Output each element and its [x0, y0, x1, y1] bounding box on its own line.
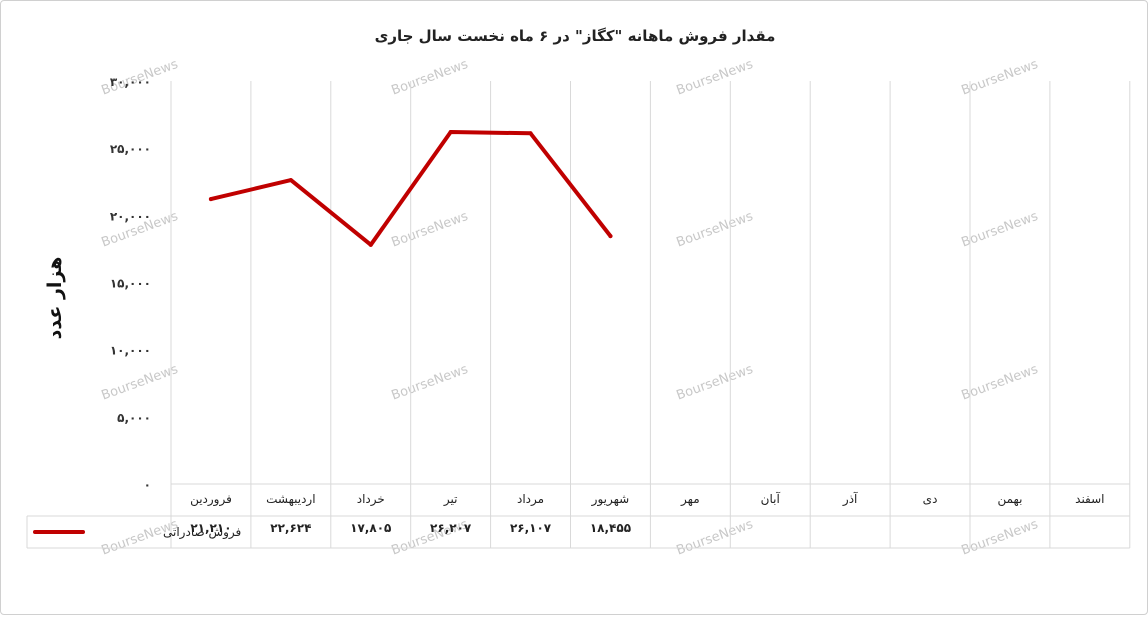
watermark-text: BourseNews	[674, 362, 755, 404]
y-tick-label: ۱۵,۰۰۰	[110, 277, 151, 291]
watermark-text: BourseNews	[389, 362, 470, 404]
watermark-text: BourseNews	[389, 209, 470, 251]
data-point	[288, 178, 293, 183]
x-tick-label: مهر	[680, 492, 700, 507]
x-tick-label: مرداد	[517, 492, 544, 507]
watermark-text: BourseNews	[674, 57, 755, 99]
data-label: ۱۷,۸۰۵	[350, 521, 391, 535]
watermark-text: BourseNews	[99, 362, 180, 404]
x-tick-label: اسفند	[1075, 492, 1104, 506]
y-axis-label: هزار عدد	[44, 257, 66, 340]
y-tick-label: ۰	[144, 478, 151, 492]
data-label: ۲۲,۶۲۴	[270, 521, 311, 535]
data-point	[528, 131, 533, 136]
y-tick-label: ۳۰,۰۰۰	[110, 75, 151, 89]
x-tick-label: خرداد	[357, 492, 385, 507]
y-tick-label: ۲۰,۰۰۰	[110, 209, 151, 223]
watermark-text: BourseNews	[389, 57, 470, 99]
legend-label: فروش صادراتی	[163, 525, 241, 540]
x-tick-label: شهریور	[591, 492, 630, 507]
data-point	[208, 197, 213, 202]
watermark-text: BourseNews	[674, 209, 755, 251]
watermark-text: BourseNews	[674, 517, 755, 559]
x-tick-label: آذر	[842, 491, 858, 507]
data-label: ۲۱,۲۱۰	[190, 521, 231, 535]
watermark-text: BourseNews	[959, 362, 1040, 404]
series-layer	[208, 129, 613, 247]
x-tick-label: بهمن	[997, 492, 1022, 507]
x-tick-label: دی	[923, 492, 938, 506]
watermark-text: BourseNews	[959, 57, 1040, 99]
x-tick-label: آبان	[761, 491, 781, 506]
data-table: فروردین ۲۱,۲۱۰ اردیبهشت ۲۲,۶۲۴ خرداد ۱۷,۸۰۵ تی…	[26, 483, 1131, 549]
x-tick-label: فروردین	[190, 492, 232, 507]
data-point	[608, 234, 613, 239]
y-tick-label: ۵,۰۰۰	[117, 411, 151, 425]
x-tick-label: اردیبهشت	[266, 492, 315, 507]
data-point	[368, 242, 373, 247]
series-line	[208, 130, 613, 247]
watermark-layer: BourseNews BourseNews BourseNews BourseNews…	[99, 57, 1040, 559]
data-point	[448, 129, 453, 134]
data-label: ۱۸,۴۵۵	[590, 521, 631, 535]
chart-title: مقدار فروش ماهانه "کگاز" در ۶ ماه نخست س…	[375, 27, 776, 45]
data-label: ۲۶,۱۰۷	[510, 521, 552, 535]
data-label: ۲۶,۲۰۷	[430, 521, 472, 535]
y-axis-ticks: ۰ ۵,۰۰۰ ۱۰,۰۰۰ ۱۵,۰۰۰ ۲۰,۰۰۰ ۲۵,۰۰۰ ۳۰,۰۰۰	[110, 75, 151, 492]
watermark-text: BourseNews	[959, 517, 1040, 559]
watermark-text: BourseNews	[959, 209, 1040, 251]
grid-lines	[170, 81, 1131, 484]
y-tick-label: ۱۰,۰۰۰	[110, 344, 151, 358]
x-tick-label: تیر	[443, 492, 458, 507]
y-tick-label: ۲۵,۰۰۰	[110, 142, 151, 156]
